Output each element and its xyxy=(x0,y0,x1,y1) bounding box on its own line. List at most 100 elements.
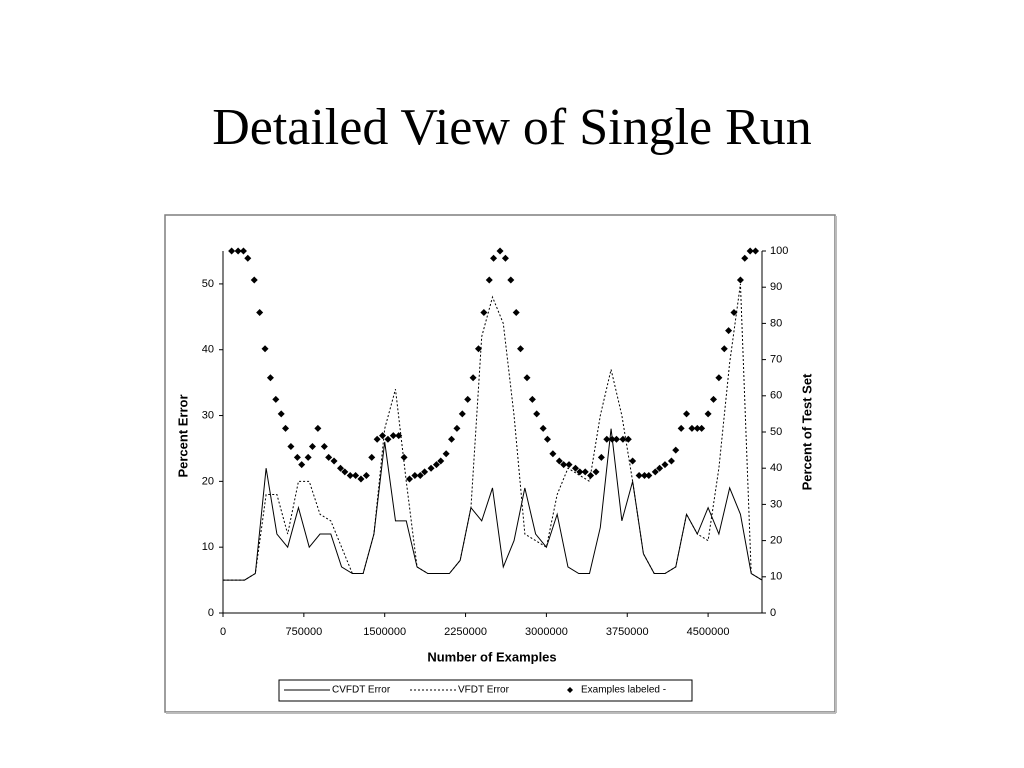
y2-tick-label: 50 xyxy=(770,426,782,438)
scatter-point xyxy=(581,468,589,476)
scatter-point xyxy=(458,410,466,418)
scatter-point xyxy=(485,276,493,284)
scatter-point xyxy=(277,410,285,418)
y2-tick-label: 100 xyxy=(770,245,788,257)
scatter-point xyxy=(539,424,547,432)
scatter-point xyxy=(272,395,280,403)
scatter-point xyxy=(635,471,643,479)
scatter-point xyxy=(330,457,338,465)
scatter-point xyxy=(698,424,706,432)
y-tick-label: 50 xyxy=(202,278,214,290)
scatter-point xyxy=(565,461,573,469)
scatter-point xyxy=(512,309,520,317)
scatter-point xyxy=(308,442,316,450)
scatter-point xyxy=(656,464,664,472)
scatter-point xyxy=(555,457,563,465)
scatter-point xyxy=(576,468,584,476)
scatter-point xyxy=(469,374,477,382)
scatter-point xyxy=(228,247,236,255)
scatter-point xyxy=(587,471,595,479)
scatter-point xyxy=(592,468,600,476)
scatter-point xyxy=(572,464,580,472)
y-tick-label: 0 xyxy=(208,607,214,619)
scatter-point xyxy=(298,461,306,469)
scatter-point xyxy=(416,471,424,479)
scatter-point xyxy=(672,446,680,454)
x-tick-label: 0 xyxy=(220,626,226,638)
scatter-point xyxy=(597,453,605,461)
scatter-point xyxy=(629,457,637,465)
scatter-point xyxy=(362,471,370,479)
y-axis-title: Percent Error xyxy=(175,394,190,477)
scatter-point xyxy=(304,453,312,461)
scatter-point xyxy=(239,247,247,255)
scatter-point xyxy=(736,276,744,284)
scatter-point xyxy=(411,471,419,479)
scatter-point xyxy=(256,309,264,317)
scatter-point xyxy=(421,468,429,476)
scatter-point xyxy=(373,435,381,443)
scatter-point xyxy=(720,345,728,353)
x-tick-label: 2250000 xyxy=(444,626,487,638)
scatter-point xyxy=(645,471,653,479)
scatter-point xyxy=(661,461,669,469)
scatter-point xyxy=(293,453,301,461)
scatter-point xyxy=(677,424,685,432)
x-tick-label: 1500000 xyxy=(363,626,406,638)
scatter-point xyxy=(266,374,274,382)
scatter-point xyxy=(619,435,627,443)
scatter-point xyxy=(427,464,435,472)
scatter-point xyxy=(287,442,295,450)
y2-tick-label: 90 xyxy=(770,281,782,293)
scatter-point xyxy=(533,410,541,418)
scatter-point xyxy=(442,450,450,458)
scatter-point xyxy=(560,461,568,469)
y2-axis-title: Percent of Test Set xyxy=(799,373,814,490)
scatter-point xyxy=(261,345,269,353)
scatter-point xyxy=(352,471,360,479)
scatter-point xyxy=(715,374,723,382)
scatter-point xyxy=(325,453,333,461)
scatter-point xyxy=(709,395,717,403)
scatter-point xyxy=(730,309,738,317)
scatter-point xyxy=(651,468,659,476)
y-tick-label: 10 xyxy=(202,541,214,553)
scatter-point xyxy=(464,395,472,403)
scatter-point xyxy=(688,424,696,432)
scatter-point xyxy=(693,424,701,432)
x-tick-label: 3000000 xyxy=(525,626,568,638)
y2-tick-label: 30 xyxy=(770,498,782,510)
y2-tick-label: 10 xyxy=(770,571,782,583)
scatter-point xyxy=(683,410,691,418)
y2-tick-label: 20 xyxy=(770,535,782,547)
scatter-point xyxy=(507,276,515,284)
scatter-point xyxy=(704,410,712,418)
scatter-point xyxy=(752,247,760,255)
y2-tick-label: 40 xyxy=(770,462,782,474)
scatter-point xyxy=(389,432,397,440)
scatter-point xyxy=(244,254,252,262)
scatter-point xyxy=(608,435,616,443)
scatter-point xyxy=(746,247,754,255)
scatter-point xyxy=(234,247,242,255)
scatter-point xyxy=(528,395,536,403)
scatter-point xyxy=(612,435,620,443)
scatter-point xyxy=(549,450,557,458)
scatter-point xyxy=(667,457,675,465)
legend-marker xyxy=(567,687,573,693)
chart-frame xyxy=(164,214,836,713)
y2-tick-label: 70 xyxy=(770,354,782,366)
scatter-point xyxy=(741,254,749,262)
scatter-point xyxy=(453,424,461,432)
scatter-point xyxy=(725,327,733,335)
scatter-point xyxy=(624,435,632,443)
scatter-point xyxy=(379,432,387,440)
scatter-point xyxy=(384,435,392,443)
scatter-point xyxy=(282,424,290,432)
x-tick-label: 4500000 xyxy=(687,626,730,638)
scatter-point xyxy=(314,424,322,432)
legend-text: CVFDT Error xyxy=(332,685,391,696)
x-tick-label: 750000 xyxy=(285,626,322,638)
scatter-point xyxy=(517,345,525,353)
